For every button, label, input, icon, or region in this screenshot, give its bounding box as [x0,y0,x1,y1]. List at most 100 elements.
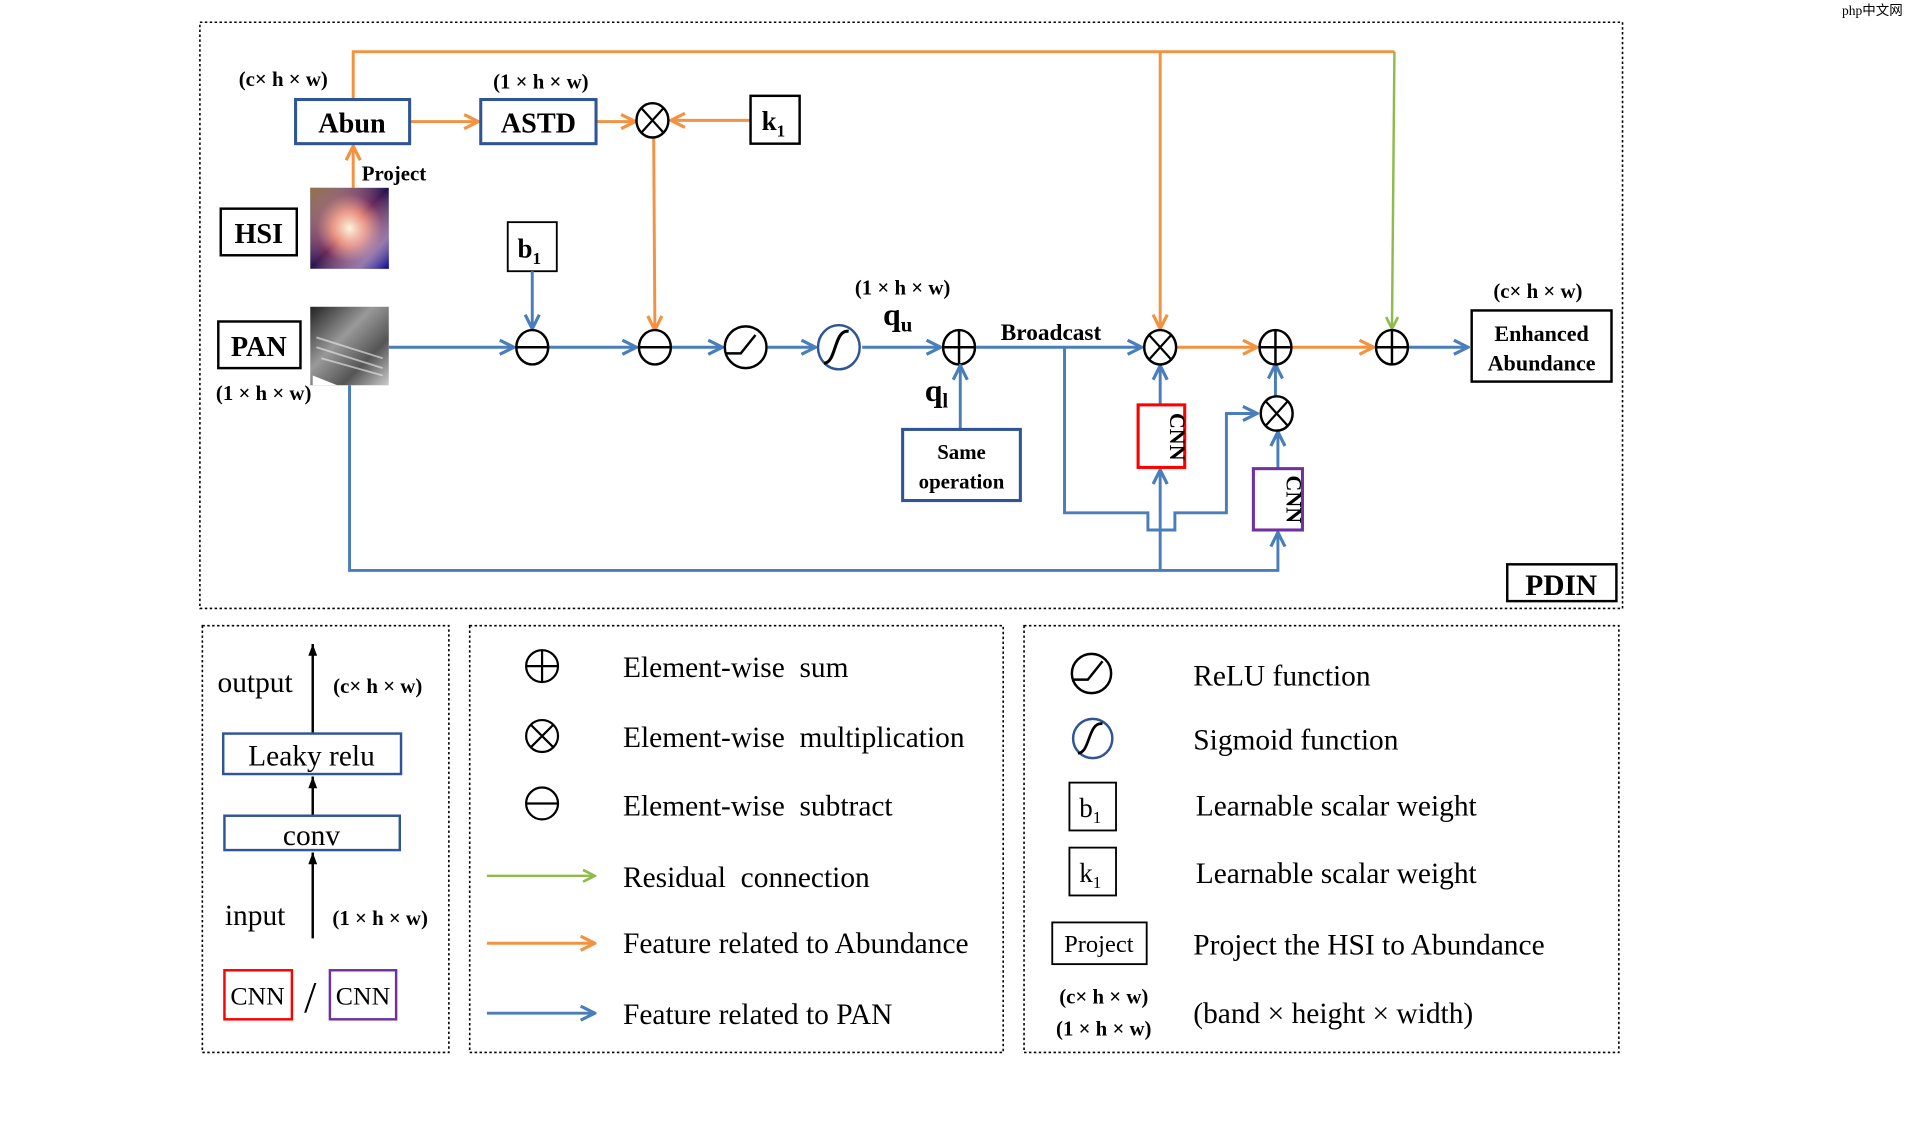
legend-relu-label: ReLU function [1193,661,1371,693]
cnn-red-box: CNN [1136,403,1190,469]
qu-label: q [883,297,901,332]
legend-output-label: output [217,667,292,699]
enhanced-abundance-box: Enhanced Abundance [1470,309,1613,383]
legend-ops-frame [468,624,1004,1054]
svg-text:b1: b1 [1079,793,1101,827]
hsi-box: HSI [219,207,299,257]
svg-text:b1: b1 [518,234,542,268]
pdin-label-box: PDIN [1506,563,1618,603]
legend-project-box: Project [1051,921,1148,966]
pan-image [310,306,389,386]
ql-label: q [925,373,943,408]
qu-dim-label: (1 × h × w) [855,276,951,300]
legend-dims-label: (band × height × width) [1193,998,1473,1030]
legend-sum-label: Element-wise sum [623,652,849,684]
abun-box: Abun [294,97,412,146]
sum-op-1 [1258,328,1293,366]
enhanced-label-2: Abundance [1488,351,1596,376]
astd-box: ASTD [479,97,598,146]
legend-dim1: (c× h × w) [1059,984,1148,1008]
same-operation-box: Same operation [901,427,1022,503]
same-operation-label-2: operation [919,469,1005,493]
hsi-label: HSI [234,219,283,250]
legend-k1-symbol: k [1079,858,1093,888]
circle-times-icon [525,718,560,754]
qu-subscript: u [901,312,913,336]
legend-b1-sub: 1 [1093,808,1102,827]
multiply-op-main [1143,328,1178,366]
legend-dim2: (1 × h × w) [1056,1016,1152,1040]
sum-op-2 [1374,328,1410,366]
legend-cnn-purple: CNN [328,969,398,1021]
legend-b1-symbol: b [1079,793,1092,823]
legend-k1-sub: 1 [1093,873,1102,892]
pan-dim-label: (1 × h × w) [216,381,312,405]
k1-subscript: 1 [777,121,786,140]
astd-label: ASTD [501,109,576,140]
legend-b1-label: Learnable scalar weight [1196,791,1477,823]
legend-cnn-purple-label: CNN [336,982,390,1011]
multiply-op-lower [1259,395,1294,432]
cnn-purple-label: CNN [1281,475,1306,523]
legend-cnn-frame [201,624,450,1054]
legend-k1-label: Learnable scalar weight [1196,858,1477,890]
b1-subscript: 1 [533,249,542,268]
legend-b1-box: b1 [1068,781,1117,832]
multiply-to-subtract-arrow [654,136,655,330]
legend-project-label: Project the HSI to Abundance [1193,929,1544,961]
legend-residual-label: Residual connection [623,862,870,894]
k1-box: k1 [749,94,801,145]
pan-label: PAN [231,332,287,363]
enhanced-dim-label: (c× h × w) [1493,279,1582,303]
legend-cnn-red-label: CNN [230,982,284,1011]
legend-relu-icon [1070,652,1113,695]
cnn-red-label: CNN [1165,413,1190,461]
ql-subscript: l [942,388,948,412]
svg-text:ql: ql [925,373,949,412]
pdin-frame [199,21,1624,610]
sum-op-q [941,328,977,366]
legend-sigmoid-label: Sigmoid function [1193,725,1398,757]
sigmoid-icon [816,323,861,371]
project-label: Project [362,161,426,185]
subtract-op-2 [637,328,673,366]
svg-text:k1: k1 [1079,858,1101,892]
legend-conv-label: conv [283,820,340,852]
legend-conv-box: conv [223,814,402,852]
residual-connection-line [1392,51,1394,329]
abun-top-line [351,50,1395,100]
legend-input-label: input [225,900,285,932]
legend-leaky-relu-label: Leaky relu [248,740,375,772]
same-operation-label-1: Same [937,440,986,464]
pdin-label: PDIN [1525,570,1597,602]
abun-dim-label: (c× h × w) [239,67,328,91]
abun-label: Abun [318,109,386,140]
legend-output-dim: (c× h × w) [333,674,422,698]
watermark: php中文网 [1842,3,1903,18]
legend-input-dim: (1 × h × w) [332,906,428,930]
pan-box: PAN [217,320,302,370]
legend-abundance-feature-label: Feature related to Abundance [623,928,969,960]
astd-dim-label: (1 × h × w) [493,69,589,93]
enhanced-label-1: Enhanced [1494,321,1589,346]
b1-label: b [518,234,533,264]
svg-text:k1: k1 [762,106,786,140]
hsi-image [310,187,389,269]
legend-sigmoid-icon [1071,717,1114,760]
broadcast-branch-line [1063,347,1258,532]
circle-minus-icon [525,786,560,821]
legend-cnn-red: CNN [223,969,294,1021]
legend-leaky-relu-box: Leaky relu [221,732,403,776]
relu-icon [723,325,768,370]
svg-text:qu: qu [883,297,913,336]
legend-slash: / [304,973,317,1022]
legend-project-symbol: Project [1064,931,1134,958]
legend-pan-feature-label: Feature related to PAN [623,999,892,1031]
legend-k1-box: k1 [1068,846,1117,897]
circle-plus-icon [525,649,560,684]
cnn-purple-box: CNN [1251,467,1306,532]
pan-bottom-line [348,385,1278,572]
multiply-abun-op [635,101,670,139]
b1-box: b1 [506,221,558,273]
